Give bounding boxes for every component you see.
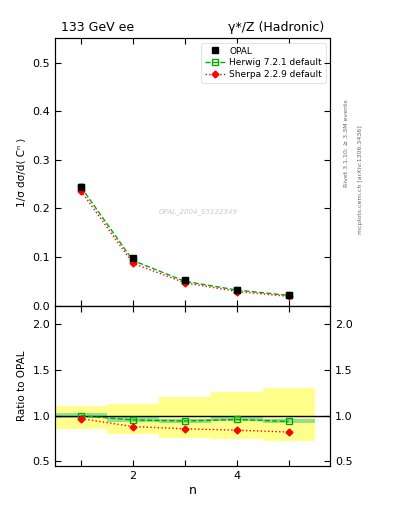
X-axis label: n: n: [189, 483, 196, 497]
Text: mcplots.cern.ch [arXiv:1306.3436]: mcplots.cern.ch [arXiv:1306.3436]: [358, 125, 363, 233]
Text: γ*/Z (Hadronic): γ*/Z (Hadronic): [228, 22, 325, 34]
Text: 133 GeV ee: 133 GeV ee: [61, 22, 134, 34]
Text: OPAL_2004_S5132349: OPAL_2004_S5132349: [158, 209, 238, 216]
Y-axis label: 1/σ dσ/d⟨ Cⁿ ⟩: 1/σ dσ/d⟨ Cⁿ ⟩: [17, 137, 27, 207]
Text: Rivet 3.1.10; ≥ 3.3M events: Rivet 3.1.10; ≥ 3.3M events: [344, 99, 349, 187]
Legend: OPAL, Herwig 7.2.1 default, Sherpa 2.2.9 default: OPAL, Herwig 7.2.1 default, Sherpa 2.2.9…: [201, 43, 326, 82]
Y-axis label: Ratio to OPAL: Ratio to OPAL: [17, 351, 27, 421]
